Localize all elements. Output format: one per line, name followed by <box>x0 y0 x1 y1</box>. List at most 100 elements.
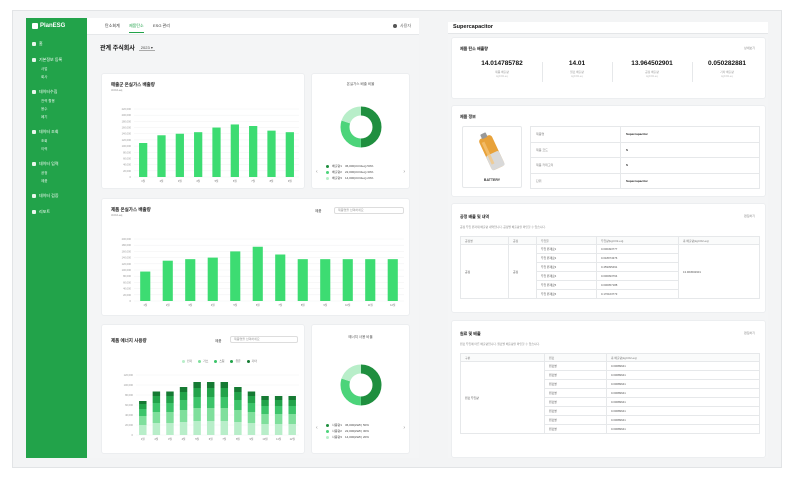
donut-slice <box>340 106 382 148</box>
sidebar-subitem[interactable]: 조회 <box>41 138 48 143</box>
stacked-bar-segment <box>139 404 147 409</box>
metric-value: 0.050282881 <box>708 60 746 67</box>
input-name-cell: 투입 원재료3 <box>536 262 597 272</box>
material-value-cell: 0.00089641 <box>606 370 760 380</box>
legend-value: 14,000(kWh) 20% <box>344 435 369 439</box>
metric-other: 0.050282881 기타 배출량 kgCO2-eq <box>687 60 767 78</box>
sidebar-item[interactable]: 리포트 <box>26 206 87 217</box>
edit-material-link[interactable]: 편집하기 <box>743 331 755 335</box>
chart2-product-select[interactable]: 제품명을 선택하세요 <box>334 207 404 214</box>
y-tick-label: 20,000 <box>123 169 131 173</box>
legend-item: 배출량2 22,000(tCO2eq) 30% <box>326 170 373 174</box>
legend-item: 배출량3 14,000(tCO2eq) 20% <box>326 176 373 180</box>
tab-product-carbon[interactable]: 제품탄소 <box>129 23 144 33</box>
material-name-cell: 원료명 <box>544 397 607 407</box>
energy-legend: 전기 가스 스팀 유류 기타 <box>182 359 257 363</box>
column-header: 공정명 <box>460 236 509 245</box>
bar <box>185 259 196 301</box>
sidebar-subitem[interactable]: 사업 <box>41 66 48 71</box>
y-tick-label: 180,000 <box>122 119 132 123</box>
x-tick-label: 2월 <box>160 179 164 183</box>
stacked-bar-segment <box>179 387 188 392</box>
sidebar-item-label: 데이터수집 <box>39 88 58 94</box>
chart3-product-select[interactable]: 제품명을 선택하세요 <box>230 336 298 343</box>
y-tick-label: 80,000 <box>125 393 133 397</box>
sidebar-subitem[interactable]: 폐기 <box>41 114 48 119</box>
sidebar-subitem[interactable]: 이력 <box>41 146 48 151</box>
y-tick-label: 120,000 <box>124 373 134 377</box>
sidebar-item[interactable]: 데이터수집 <box>26 86 87 97</box>
stacked-bar-segment <box>261 424 269 435</box>
menu-icon <box>32 209 36 214</box>
x-tick-label: 9월 <box>288 179 292 183</box>
stacked-bar-segment <box>152 403 161 412</box>
legend-label: 사용량1 <box>332 423 342 427</box>
sidebar-subitem[interactable]: 공정 <box>41 170 48 175</box>
y-tick-label: 100,000 <box>122 268 132 272</box>
material-value-cell: 0.00089641 <box>606 361 760 371</box>
bar <box>207 257 218 301</box>
x-tick-label: 8월 <box>270 179 274 183</box>
legend-item: 사용량3 14,000(kWh) 20% <box>326 435 369 439</box>
detail-view-link[interactable]: 상세보기 <box>743 46 755 50</box>
divider <box>612 62 613 82</box>
emission-donut-card: 온실가스 배출 비율 ‹ › 배출량1 36,000(tCO2eq) 50% 배출량… <box>311 73 410 189</box>
stacked-bar-segment <box>247 396 256 403</box>
page-title: 관계 주식회사 2023 ▾ <box>100 43 155 52</box>
energy-stacked-bar-chart: 120,000 100,000 80,000 60,000 40,000 20,000 0 1… <box>124 373 299 441</box>
x-tick-label: 11월 <box>368 303 374 307</box>
menu-icon <box>32 129 36 134</box>
stacked-bar-segment <box>179 422 188 435</box>
legend-label: 유류 <box>235 359 241 363</box>
stacked-bar-segment <box>274 396 283 400</box>
emission-chart-card: 매출군 온실가스 배출량 tCO2-eq 220,000 200,000 180,0… <box>101 73 305 189</box>
x-tick-label: 10월 <box>345 303 351 307</box>
prev-arrow-icon[interactable]: ‹ <box>316 425 318 431</box>
legend-value: 36,000(tCO2eq) 50% <box>344 164 374 168</box>
next-arrow-icon[interactable]: › <box>403 425 405 431</box>
x-tick-label: 2월 <box>166 303 170 307</box>
process-total-cell: 13.964502901 <box>678 244 760 299</box>
stacked-bar-segment <box>166 396 174 403</box>
detail-header: Supercapacitor <box>448 22 768 34</box>
sidebar-subitem[interactable]: 전력 활용 <box>41 98 55 103</box>
user-menu[interactable]: 사용자 <box>392 23 411 29</box>
tab-esg-management[interactable]: ESG 관리 <box>153 23 170 28</box>
year-select[interactable]: 2023 ▾ <box>138 44 155 51</box>
bar <box>297 259 308 301</box>
material-value-cell: 0.00089641 <box>606 379 760 389</box>
sidebar-item[interactable]: 데이터 입력 <box>26 158 87 169</box>
next-arrow-icon[interactable]: › <box>403 169 405 175</box>
x-tick-label: 8월 <box>236 437 240 441</box>
sidebar-item[interactable]: 데이터 검증 <box>26 190 87 201</box>
legend-item: 기타 <box>246 359 257 363</box>
material-description: 원료 투입에 따른 배출량입니다. 원료별 배출량을 확인할 수 있습니다. <box>460 342 540 346</box>
stacked-bar-segment <box>274 424 283 435</box>
product-emission-chart-card: 제품 온실가스 배출량 tCO2-eq 제품 제품명을 선택하세요 200,00… <box>101 198 410 316</box>
y-tick-label: 140,000 <box>122 256 132 260</box>
sidebar-subitem[interactable]: 회사 <box>41 74 48 79</box>
donut-slice <box>340 364 382 406</box>
prev-arrow-icon[interactable]: ‹ <box>316 169 318 175</box>
stacked-bar-segment <box>152 391 161 396</box>
stacked-bar-segment <box>288 424 296 435</box>
table-row: 단위 Supercapacitor <box>530 172 760 189</box>
company-name: 관계 주식회사 <box>100 46 135 52</box>
sidebar-subitem[interactable]: 제품 <box>41 178 48 183</box>
sidebar-item[interactable]: 데이터 조회 <box>26 126 87 137</box>
tab-carbon-accounting[interactable]: 탄소회계 <box>105 23 120 28</box>
stacked-bar-segment <box>206 421 215 435</box>
stacked-bar-segment <box>193 421 201 435</box>
sidebar-subitem[interactable]: 용수 <box>41 106 48 111</box>
y-tick-label: 0 <box>130 299 132 303</box>
table-row: 제품 코드 S <box>530 141 760 158</box>
input-value-cell: 0.000057188 <box>596 280 679 290</box>
edit-process-link[interactable]: 편집하기 <box>743 214 755 218</box>
app-logo[interactable]: PlanESG <box>32 23 65 29</box>
y-tick-label: 100,000 <box>124 383 134 387</box>
sidebar-item[interactable]: 홈 <box>26 38 87 49</box>
table-row: 제품명 Supercapacitor <box>530 126 760 143</box>
sidebar-item[interactable]: 기본정보 등록 <box>26 54 87 65</box>
y-tick-label: 60,000 <box>125 403 133 407</box>
